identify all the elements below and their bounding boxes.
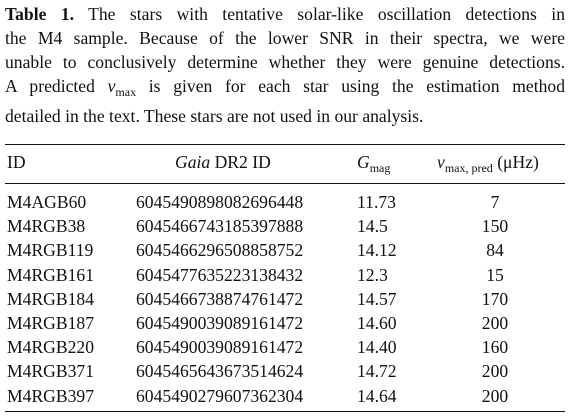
cell-numax: 7 xyxy=(490,192,500,212)
cell-gmag: 14.60 xyxy=(357,312,397,333)
cell-gaia-id: 6045477635223138432 xyxy=(136,264,304,285)
caption-line-2: the M4 sample. Because of the lower SNR … xyxy=(5,28,565,48)
table-caption: Table 1. The stars with tentative solar-… xyxy=(5,2,565,128)
caption-line-4: A predicted νmax is given for each star … xyxy=(5,74,565,104)
cell-gaia-id: 6045465643673514624 xyxy=(136,361,304,382)
cell-numax: 84 xyxy=(486,240,504,261)
cell-numax: 200 xyxy=(481,385,509,406)
numax-symbol: ν xyxy=(107,76,116,96)
header-numax: νmax, pred (μHz) xyxy=(437,150,539,180)
header-numax-unit: (μHz) xyxy=(492,152,539,172)
cell-id: M4RGB119 xyxy=(7,240,94,261)
cell-gaia-id: 6045466738874761472 xyxy=(136,288,304,309)
table-bottom-rule xyxy=(5,411,565,412)
cell-gmag: 14.12 xyxy=(357,240,397,261)
header-gmag-symbol: G xyxy=(357,152,370,172)
cell-id: M4RGB187 xyxy=(7,312,95,333)
cell-id: M4RGB38 xyxy=(7,216,86,237)
cell-gaia-id: 6045490039089161472 xyxy=(136,337,304,358)
cell-gmag: 14.5 xyxy=(357,216,388,237)
caption-line-5: detailed in the text. These stars are no… xyxy=(5,106,424,126)
cell-gaia-id: 6045466296508858752 xyxy=(136,240,304,261)
cell-id: M4AGB60 xyxy=(7,192,87,212)
header-gaia-id: Gaia DR2 ID xyxy=(175,150,271,174)
caption-text-4a: A predicted xyxy=(5,76,108,96)
cell-numax: 170 xyxy=(481,288,509,309)
table-row: M4RGB187 6045490039089161472 14.60 200 xyxy=(0,311,570,335)
cell-gmag: 11.73 xyxy=(357,192,396,212)
caption-text-4b: is given for each star using the estimat… xyxy=(136,76,566,96)
header-gaia-rest: DR2 ID xyxy=(210,152,271,172)
table-row: M4RGB184 6045466738874761472 14.57 170 xyxy=(0,287,570,311)
header-numax-symbol: ν xyxy=(437,152,445,172)
cell-numax: 200 xyxy=(481,312,509,333)
caption-line-1: Table 1. The stars with tentative solar-… xyxy=(5,2,565,26)
cell-numax: 15 xyxy=(486,264,504,285)
cell-gaia-id: 6045490279607362304 xyxy=(136,385,304,406)
cell-id: M4RGB220 xyxy=(7,337,95,358)
table-header-rule xyxy=(5,183,565,184)
cell-numax: 200 xyxy=(481,361,509,382)
caption-label: Table 1. xyxy=(5,4,75,24)
caption-text-1: The stars with tentative solar-like osci… xyxy=(74,4,565,24)
table-row: M4RGB371 6045465643673514624 14.72 200 xyxy=(0,359,570,383)
cell-gaia-id: 6045466743185397888 xyxy=(136,216,304,237)
header-gmag: Gmag xyxy=(357,150,390,180)
cell-id: M4RGB161 xyxy=(7,264,95,285)
cell-gmag: 12.3 xyxy=(357,264,388,285)
cell-id: M4RGB397 xyxy=(7,385,95,406)
cell-id: M4RGB184 xyxy=(7,288,95,309)
caption-line-3: unable to conclusively determine whether… xyxy=(5,52,565,72)
table-body: M4AGB60 6045490898082696448 11.73 7 M4RG… xyxy=(0,190,570,408)
table-row: M4RGB38 6045466743185397888 14.5 150 xyxy=(0,214,570,238)
table-row: M4RGB220 6045490039089161472 14.40 160 xyxy=(0,335,570,359)
table-row: M4AGB60 6045490898082696448 11.73 7 xyxy=(0,190,570,214)
header-numax-subscript: max, pred xyxy=(444,161,493,175)
header-gmag-subscript: mag xyxy=(369,161,391,175)
table-top-rule xyxy=(5,144,565,145)
cell-gaia-id: 6045490039089161472 xyxy=(136,312,304,333)
cell-gaia-id: 6045490898082696448 xyxy=(136,192,304,212)
cell-numax: 150 xyxy=(481,216,509,237)
table-row: M4RGB119 6045466296508858752 14.12 84 xyxy=(0,238,570,262)
numax-subscript: max xyxy=(115,85,137,99)
cell-gmag: 14.72 xyxy=(357,361,397,382)
cell-gmag: 14.40 xyxy=(357,337,397,358)
header-id: ID xyxy=(7,152,26,172)
cell-gmag: 14.64 xyxy=(357,385,397,406)
table-row: M4RGB161 6045477635223138432 12.3 15 xyxy=(0,263,570,287)
header-gaia-italic: Gaia xyxy=(175,152,211,172)
cell-gmag: 14.57 xyxy=(357,288,397,309)
table-row: M4RGB397 6045490279607362304 14.64 200 xyxy=(0,384,570,408)
cell-numax: 160 xyxy=(481,337,509,358)
cell-id: M4RGB371 xyxy=(7,361,95,382)
